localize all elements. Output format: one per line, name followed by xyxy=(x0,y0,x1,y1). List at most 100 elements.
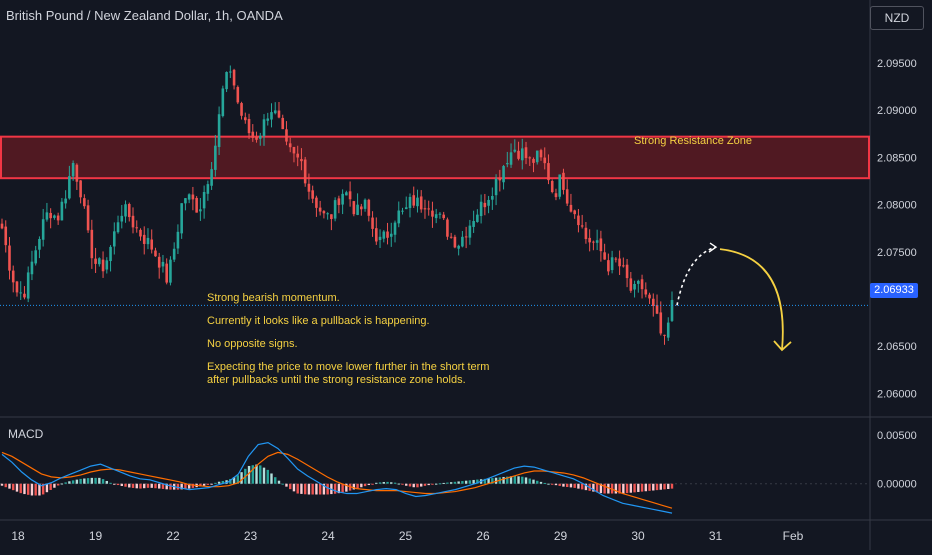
candle-body xyxy=(580,225,584,227)
candle-body xyxy=(479,201,483,217)
time-tick-label: 26 xyxy=(476,529,490,543)
candle-body xyxy=(11,270,15,283)
macd-histogram-bar xyxy=(558,483,561,486)
time-tick-label: 24 xyxy=(321,529,335,543)
macd-histogram-bar xyxy=(23,483,26,495)
candle-body xyxy=(453,236,457,248)
candle-body xyxy=(416,197,419,207)
macd-histogram-bar xyxy=(378,482,382,484)
macd-histogram-bar xyxy=(595,483,599,493)
macd-histogram-bar xyxy=(53,483,56,488)
candle-body xyxy=(142,234,146,244)
candle-body xyxy=(382,231,386,239)
macd-histogram-bar xyxy=(311,483,314,495)
macd-histogram-bar xyxy=(408,483,412,487)
macd-histogram-bar xyxy=(165,483,168,490)
macd-histogram-bar xyxy=(502,476,505,484)
candle-body xyxy=(622,265,625,267)
macd-histogram-bar xyxy=(610,483,614,494)
macd-histogram-bar xyxy=(386,481,389,484)
macd-histogram-bar xyxy=(75,479,79,484)
candle-body xyxy=(15,281,19,293)
candle-body xyxy=(614,258,618,260)
price-tick-label: 2.06500 xyxy=(877,341,917,353)
macd-histogram-bar xyxy=(618,483,621,494)
candle-body xyxy=(75,164,79,182)
macd-histogram-bar xyxy=(300,483,303,494)
candle-body xyxy=(157,256,161,268)
macd-histogram-bar xyxy=(79,478,82,484)
candle-body xyxy=(86,205,90,231)
candle-body xyxy=(34,250,37,264)
macd-histogram-bar xyxy=(405,483,408,486)
candle-body xyxy=(483,202,487,208)
candle-body xyxy=(506,163,509,165)
candle-body xyxy=(491,196,494,200)
macd-histogram-bar xyxy=(128,483,131,488)
candle-body xyxy=(356,204,359,215)
candle-body xyxy=(45,212,49,220)
macd-histogram-bar xyxy=(262,467,266,484)
macd-histogram-bar xyxy=(161,483,165,489)
candle-body xyxy=(277,110,281,118)
macd-histogram-bar xyxy=(187,483,191,489)
macd-histogram-bar xyxy=(491,478,494,484)
macd-histogram-bar xyxy=(449,482,453,484)
macd-histogram-bar xyxy=(652,483,655,491)
macd-tick-label: 0.00500 xyxy=(877,430,917,442)
macd-histogram-bar xyxy=(592,483,595,492)
macd-histogram-bar xyxy=(0,483,4,486)
candle-body xyxy=(266,118,270,121)
candle-body xyxy=(8,245,11,271)
candle-body xyxy=(487,199,490,206)
candle-body xyxy=(161,261,165,267)
macd-histogram-bar xyxy=(513,475,516,484)
macd-histogram-bar xyxy=(551,483,554,485)
arrowhead-white xyxy=(708,242,718,253)
last-price-label: 2.06933 xyxy=(870,283,918,298)
candle-body xyxy=(348,191,352,200)
macd-histogram-bar xyxy=(565,483,569,488)
candle-body xyxy=(565,189,569,204)
candle-body xyxy=(442,214,445,219)
candle-body xyxy=(431,210,434,217)
macd-histogram-bar xyxy=(38,483,41,496)
macd-histogram-bar xyxy=(468,480,472,484)
price-tick-label: 2.06000 xyxy=(877,388,917,400)
note-line: Expecting the price to move lower furthe… xyxy=(207,361,490,386)
macd-histogram-bar xyxy=(15,483,19,492)
macd-histogram-bar xyxy=(124,483,127,487)
macd-histogram-bar xyxy=(517,476,520,484)
macd-histogram-bar xyxy=(180,483,183,490)
macd-histogram-bar xyxy=(375,482,378,484)
macd-histogram-bar xyxy=(56,483,60,486)
chart-title: British Pound / New Zealand Dollar, 1h, … xyxy=(6,8,283,23)
candle-body xyxy=(517,150,520,159)
macd-histogram-bar xyxy=(431,483,434,485)
macd-histogram-bar xyxy=(360,483,363,488)
macd-histogram-bar xyxy=(622,483,625,494)
candle-body xyxy=(83,198,86,207)
macd-histogram-bar xyxy=(434,483,438,485)
candle-body xyxy=(502,166,505,183)
time-tick-label: 25 xyxy=(399,529,413,543)
macd-histogram-bar xyxy=(397,483,400,485)
macd-histogram-bar xyxy=(277,480,281,484)
macd-histogram-bar xyxy=(4,483,7,488)
macd-histogram-bar xyxy=(506,476,509,484)
time-tick-label: 31 xyxy=(709,529,723,543)
candle-body xyxy=(288,143,292,148)
currency-button[interactable]: NZD xyxy=(870,6,924,30)
candle-body xyxy=(528,157,532,159)
candle-body xyxy=(389,233,393,237)
macd-histogram-bar xyxy=(670,483,674,489)
note-line: Strong bearish momentum. xyxy=(207,292,340,304)
candle-body xyxy=(520,148,524,161)
resistance-zone-label: Strong Resistance Zone xyxy=(634,135,753,147)
macd-histogram-bar xyxy=(90,477,94,484)
macd-histogram-bar xyxy=(202,483,206,486)
candle-body xyxy=(595,240,599,243)
time-tick-label: 23 xyxy=(244,529,258,543)
